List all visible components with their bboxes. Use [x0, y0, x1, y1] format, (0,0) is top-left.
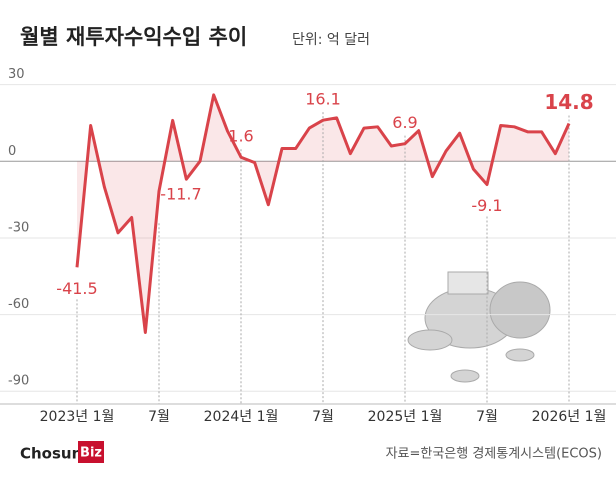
- y-tick-label: -30: [8, 220, 29, 235]
- source: 자료=한국은행 경제통계시스템(ECOS): [386, 446, 602, 462]
- logo: Chosun: [20, 445, 82, 463]
- x-tick-label: 2026년 1월: [532, 409, 607, 425]
- x-tick-label: 2025년 1월: [368, 409, 443, 425]
- data-label: -41.5: [56, 279, 97, 298]
- logo-badge: Biz: [80, 446, 102, 461]
- area: [77, 94, 569, 333]
- x-tick-label: 7월: [312, 409, 334, 425]
- y-tick-label: 0: [8, 144, 16, 159]
- chart-title: 월별 재투자수익수입 추이: [20, 25, 247, 49]
- chart-subtitle: 단위: 억 달러: [292, 32, 370, 48]
- data-label: -11.7: [160, 185, 201, 204]
- x-tick-label: 7월: [476, 409, 498, 425]
- data-label: 1.6: [228, 127, 253, 146]
- x-tick-label: 2023년 1월: [40, 409, 115, 425]
- line: [75, 93, 571, 334]
- data-label: -9.1: [471, 196, 502, 215]
- data-label: 6.9: [392, 113, 417, 132]
- data-label: 14.8: [544, 90, 593, 114]
- data-label: 16.1: [305, 90, 341, 109]
- y-tick-label: 30: [8, 67, 25, 82]
- x-tick-label: 7월: [148, 409, 170, 425]
- y-tick-label: -90: [8, 374, 29, 389]
- x-tick-label: 2024년 1월: [204, 409, 279, 425]
- logo-badge-bg: [78, 441, 104, 463]
- coins-illustration: [407, 271, 551, 383]
- y-tick-label: -60: [8, 297, 29, 312]
